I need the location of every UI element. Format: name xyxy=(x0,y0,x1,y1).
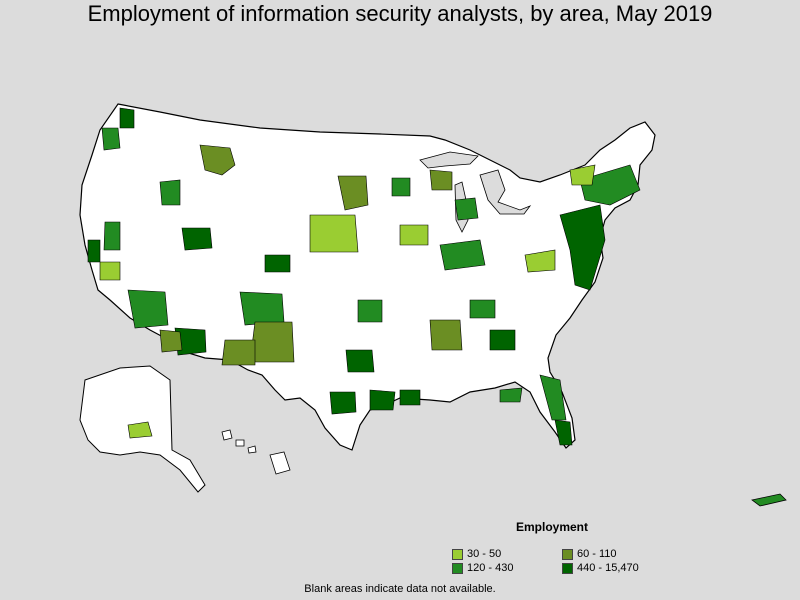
puerto-rico xyxy=(751,493,787,507)
legend-swatch xyxy=(562,548,573,560)
availability-note: Blank areas indicate data not available. xyxy=(304,583,496,595)
legend-label: 120 - 430 xyxy=(467,562,514,574)
legend-label: 60 - 110 xyxy=(577,548,617,560)
legend-label: 30 - 50 xyxy=(467,548,502,560)
lake-superior xyxy=(419,151,479,169)
hawaii xyxy=(221,429,291,475)
legend-swatch xyxy=(452,562,463,574)
legend-item-60-110: 60 - 110 xyxy=(562,548,617,560)
legend-label: 440 - 15,470 xyxy=(577,562,639,574)
lake-huron-erie xyxy=(479,169,532,215)
legend-swatch xyxy=(562,562,573,574)
map-title: Employment of information security analy… xyxy=(87,1,713,26)
area-regions xyxy=(87,107,641,446)
legend-item-120-430: 120 - 430 xyxy=(452,562,513,574)
legend-swatch xyxy=(452,548,463,560)
legend-title: Employment xyxy=(516,520,589,534)
alaska-region xyxy=(127,421,153,439)
legend-item-30-50: 30 - 50 xyxy=(452,548,501,560)
legend: Employment 30 - 50 60 - 110 120 - 430 44… xyxy=(452,520,672,580)
legend-item-440-15470: 440 - 15,470 xyxy=(562,562,639,574)
